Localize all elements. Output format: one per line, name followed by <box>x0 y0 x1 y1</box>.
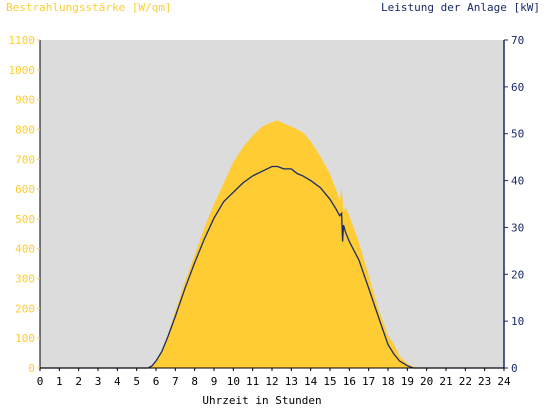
left-tick-label: 1000 <box>9 64 36 77</box>
left-tick-label: 1100 <box>9 34 36 47</box>
x-tick-label: 21 <box>439 375 452 388</box>
x-tick-label: 2 <box>75 375 82 388</box>
x-tick-label: 15 <box>323 375 336 388</box>
left-tick-label: 400 <box>15 243 35 256</box>
x-tick-label: 11 <box>246 375 259 388</box>
left-tick-label: 0 <box>28 362 35 375</box>
right-tick-label: 20 <box>511 268 524 281</box>
left-tick-label: 800 <box>15 123 35 136</box>
left-tick-label: 500 <box>15 213 35 226</box>
right-tick-label: 50 <box>511 128 524 141</box>
right-axis-title: Leistung der Anlage [kW] <box>381 1 540 14</box>
power-line <box>40 165 504 369</box>
x-tick-label: 18 <box>381 375 394 388</box>
x-tick-label: 0 <box>37 375 44 388</box>
left-axis-title: Bestrahlungsstärke [W/qm] <box>6 1 172 14</box>
left-tick-label: 200 <box>15 302 35 315</box>
right-tick-label: 60 <box>511 81 524 94</box>
x-tick-label: 5 <box>133 375 140 388</box>
right-tick-label: 70 <box>511 34 524 47</box>
left-tick-label: 600 <box>15 183 35 196</box>
x-axis-title: Uhrzeit in Stunden <box>202 394 321 407</box>
x-tick-label: 4 <box>114 375 121 388</box>
right-tick-label: 30 <box>511 221 524 234</box>
x-tick-label: 17 <box>362 375 375 388</box>
x-tick-label: 20 <box>420 375 433 388</box>
x-tick-label: 23 <box>478 375 491 388</box>
right-tick-label: 40 <box>511 175 524 188</box>
x-tick-label: 3 <box>95 375 102 388</box>
left-tick-label: 700 <box>15 153 35 166</box>
x-tick-label: 19 <box>401 375 414 388</box>
x-tick-label: 8 <box>191 375 198 388</box>
left-tick-label: 300 <box>15 273 35 286</box>
x-tick-label: 24 <box>497 375 511 388</box>
x-tick-label: 22 <box>459 375 472 388</box>
x-tick-label: 16 <box>343 375 356 388</box>
left-tick-label: 900 <box>15 94 35 107</box>
x-tick-label: 10 <box>227 375 240 388</box>
irradiance-area <box>40 120 504 368</box>
series-layer <box>40 120 504 369</box>
x-tick-label: 13 <box>285 375 298 388</box>
right-tick-label: 0 <box>511 362 518 375</box>
x-tick-label: 6 <box>153 375 160 388</box>
x-tick-label: 9 <box>211 375 218 388</box>
left-tick-label: 100 <box>15 332 35 345</box>
x-tick-label: 12 <box>265 375 278 388</box>
x-tick-label: 14 <box>304 375 318 388</box>
right-tick-label: 10 <box>511 315 524 328</box>
axes-layer: 0100200300400500600700800900100011000102… <box>9 34 525 388</box>
x-tick-label: 7 <box>172 375 179 388</box>
x-tick-label: 1 <box>56 375 63 388</box>
